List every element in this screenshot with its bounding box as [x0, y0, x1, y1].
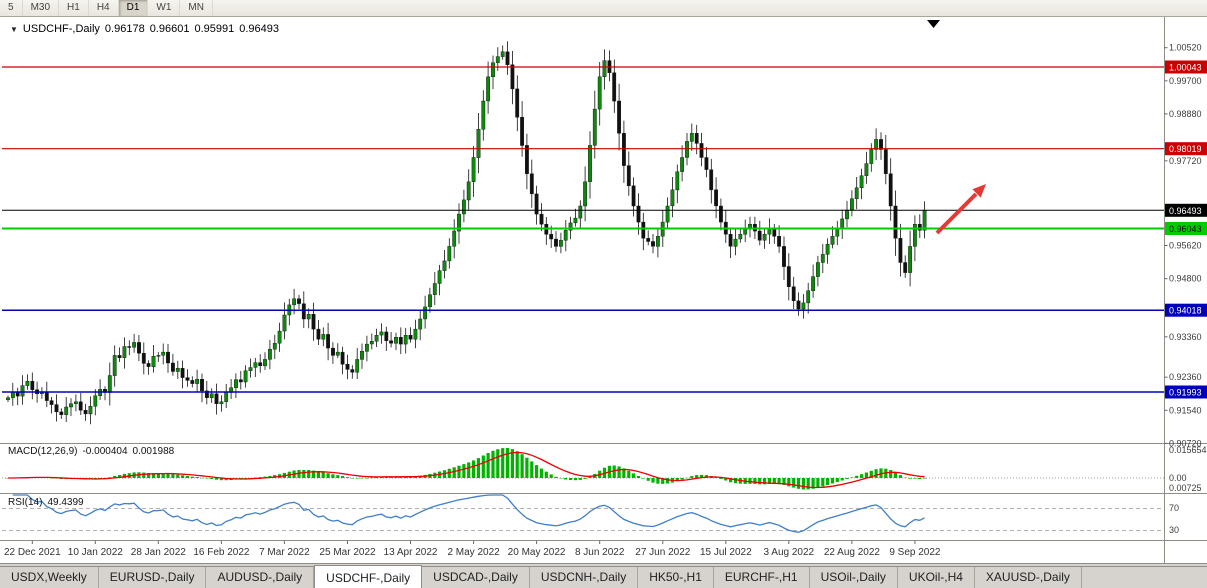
svg-text:15 Jul 2022: 15 Jul 2022	[700, 547, 752, 558]
svg-text:0.97720: 0.97720	[1169, 156, 1202, 166]
chart-tab-bar: USDX,Weekly EURUSD-,Daily AUDUSD-,Daily USD…	[0, 565, 1207, 588]
chart-tab-usdcad-daily[interactable]: USDCAD-,Daily	[422, 567, 530, 588]
svg-text:0.96043: 0.96043	[1169, 224, 1202, 234]
timeframe-button-w1[interactable]: W1	[148, 0, 181, 16]
svg-text:22 Aug 2022: 22 Aug 2022	[824, 547, 881, 558]
rsi-indicator-label: RSI(14) 49.4399	[8, 497, 89, 508]
chart-tab-usdx-weekly[interactable]: USDX,Weekly	[0, 567, 99, 588]
trend-arrow[interactable]	[935, 184, 986, 235]
svg-text:0.94018: 0.94018	[1169, 306, 1202, 316]
macd-value: -0.000404	[82, 446, 128, 457]
svg-text:28 Jan 2022: 28 Jan 2022	[131, 547, 186, 558]
svg-text:0.98019: 0.98019	[1169, 144, 1202, 154]
svg-text:3 Aug 2022: 3 Aug 2022	[763, 547, 814, 558]
svg-text:0.95620: 0.95620	[1169, 241, 1202, 251]
svg-text:27 Jun 2022: 27 Jun 2022	[635, 547, 690, 558]
candles-layer	[6, 41, 927, 425]
chart-tab-xauusd-daily[interactable]: XAUUSD-,Daily	[975, 567, 1082, 588]
svg-text:0.00725: 0.00725	[1169, 483, 1202, 493]
svg-text:0.91540: 0.91540	[1169, 405, 1202, 415]
price-axis[interactable]: 1.00520 0.99700 0.98880 0.97720 0.95620 0.948…	[1164, 43, 1207, 535]
chart-tab-eurchf-h1[interactable]: EURCHF-,H1	[714, 567, 810, 588]
svg-text:0.96493: 0.96493	[1169, 206, 1202, 216]
macd-name: MACD(12,26,9)	[8, 446, 78, 457]
macd-indicator-label: MACD(12,26,9) -0.000404 0.001988	[8, 446, 179, 457]
rsi-value: 49.4399	[47, 497, 84, 508]
time-axis[interactable]: 22 Dec 2021 10 Jan 2022 28 Jan 2022 16 Feb …	[4, 541, 941, 558]
symbol-name: USDCHF-,Daily	[22, 23, 100, 35]
timeframe-button-h4[interactable]: H4	[89, 0, 119, 16]
chart-tab-audusd-daily[interactable]: AUDUSD-,Daily	[206, 567, 315, 588]
svg-text:7 Mar 2022: 7 Mar 2022	[259, 547, 310, 558]
svg-text:9 Sep 2022: 9 Sep 2022	[889, 547, 941, 558]
svg-text:10 Jan 2022: 10 Jan 2022	[68, 547, 123, 558]
timeframe-button-h1[interactable]: H1	[59, 0, 89, 16]
ohlc-open: 0.96178	[104, 23, 145, 35]
svg-text:2 May 2022: 2 May 2022	[447, 547, 500, 558]
chart-tab-usdchf-daily[interactable]: USDCHF-,Daily	[314, 565, 423, 588]
chart-tab-ukoil-h4[interactable]: UKOil-,H4	[898, 567, 975, 588]
macd-histogram	[2, 448, 1164, 490]
svg-text:0.015654: 0.015654	[1169, 445, 1207, 455]
ohlc-low: 0.95991	[194, 23, 235, 35]
timeframe-button-mn[interactable]: MN	[180, 0, 213, 16]
svg-text:8 Jun 2022: 8 Jun 2022	[575, 547, 625, 558]
svg-text:0.94800: 0.94800	[1169, 274, 1202, 284]
rsi-name: RSI(14)	[8, 497, 43, 508]
ohlc-close: 0.96493	[239, 23, 279, 35]
chart-tab-eurusd-daily[interactable]: EURUSD-,Daily	[99, 567, 207, 588]
svg-text:25 Mar 2022: 25 Mar 2022	[319, 547, 376, 558]
svg-text:22 Dec 2021: 22 Dec 2021	[4, 547, 61, 558]
svg-text:1.00043: 1.00043	[1169, 63, 1202, 73]
svg-text:20 May 2022: 20 May 2022	[508, 547, 566, 558]
macd-signal-value: 0.001988	[132, 446, 175, 457]
chart-tab-usoil-daily[interactable]: USOil-,Daily	[810, 567, 898, 588]
svg-text:70: 70	[1169, 503, 1179, 513]
rsi-levels	[2, 508, 1164, 531]
timeframe-button-5[interactable]: 5	[0, 0, 23, 16]
price-level-lines[interactable]	[2, 66, 1164, 393]
chart-tab-hk50-h1[interactable]: HK50-,H1	[638, 567, 714, 588]
rsi-line	[12, 494, 925, 533]
symbol-info: ▼ USDCHF-,Daily 0.96178 0.96601 0.95991 0.964…	[10, 23, 284, 35]
svg-text:0.99700: 0.99700	[1169, 76, 1202, 86]
timeframe-toolbar: 5 M30 H1 H4 D1 W1 MN	[0, 0, 1207, 17]
timeframe-button-d1[interactable]: D1	[118, 0, 149, 16]
timeframe-button-m30[interactable]: M30	[23, 0, 60, 16]
svg-text:0.00: 0.00	[1169, 473, 1187, 483]
svg-text:13 Apr 2022: 13 Apr 2022	[384, 547, 438, 558]
svg-text:1.00520: 1.00520	[1169, 43, 1202, 53]
svg-text:0.90720: 0.90720	[1169, 438, 1202, 448]
chart-tab-usdcnh-daily[interactable]: USDCNH-,Daily	[530, 567, 639, 588]
svg-text:30: 30	[1169, 525, 1179, 535]
chart-marker-icon	[927, 20, 940, 28]
ohlc-high: 0.96601	[149, 23, 190, 35]
svg-text:0.93360: 0.93360	[1169, 332, 1202, 342]
svg-text:0.91993: 0.91993	[1169, 388, 1202, 398]
svg-text:0.92360: 0.92360	[1169, 372, 1202, 382]
macd-signal-line	[8, 451, 925, 489]
chevron-down-icon[interactable]: ▼	[10, 25, 18, 34]
chart-canvas[interactable]: 1.00520 0.99700 0.98880 0.97720 0.95620 0.948…	[0, 0, 1207, 566]
svg-text:16 Feb 2022: 16 Feb 2022	[193, 547, 250, 558]
chart-background	[0, 16, 1207, 563]
svg-text:0.98880: 0.98880	[1169, 109, 1202, 119]
